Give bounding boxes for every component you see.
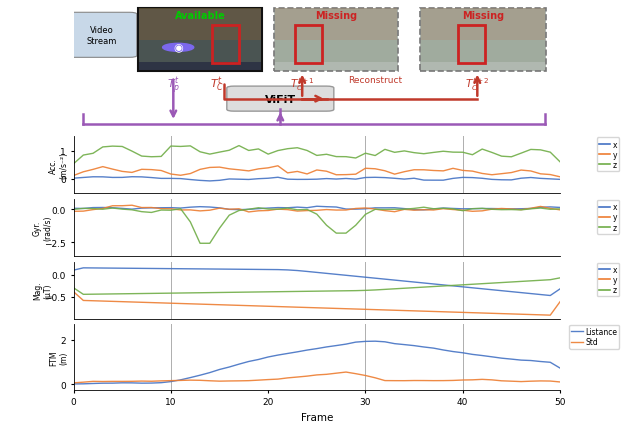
Legend: Listance, Std: Listance, Std — [569, 325, 620, 349]
Text: Reconstruct: Reconstruct — [348, 76, 402, 85]
Bar — [140, 63, 261, 71]
FancyBboxPatch shape — [67, 13, 137, 58]
Text: $T_C^{t+2}$: $T_C^{t+2}$ — [465, 76, 490, 92]
Bar — [140, 9, 261, 41]
Std — [216, 379, 223, 384]
Bar — [458, 26, 484, 64]
Y-axis label: Gyr.
(rad/s): Gyr. (rad/s) — [33, 215, 52, 241]
Listance — [216, 367, 223, 372]
Circle shape — [163, 44, 194, 52]
Y-axis label: Acc.
(m/s⁻²): Acc. (m/s⁻²) — [49, 152, 68, 179]
Listance — [177, 377, 184, 383]
Bar — [275, 9, 397, 41]
Listance — [70, 381, 77, 386]
Text: Missing: Missing — [462, 12, 504, 21]
Legend: x, y, z: x, y, z — [596, 138, 620, 172]
Listance — [401, 342, 408, 347]
Std — [556, 380, 564, 385]
Legend: x, y, z: x, y, z — [596, 201, 620, 234]
Text: Video
Stream: Video Stream — [86, 26, 116, 46]
Std — [342, 370, 350, 375]
Text: $T_C^t$: $T_C^t$ — [210, 76, 224, 94]
Std — [547, 379, 554, 384]
Legend: x, y, z: x, y, z — [596, 263, 620, 297]
Std — [70, 380, 77, 386]
Bar — [140, 41, 261, 63]
Std — [225, 379, 233, 384]
Bar — [275, 41, 397, 63]
FancyBboxPatch shape — [138, 9, 262, 72]
Line: Listance: Listance — [74, 341, 560, 384]
Text: ◉: ◉ — [173, 43, 183, 53]
Text: $T_C^{t+1}$: $T_C^{t+1}$ — [290, 76, 315, 92]
Y-axis label: Mag.
(μT): Mag. (μT) — [33, 281, 52, 299]
FancyBboxPatch shape — [275, 9, 398, 72]
X-axis label: Frame: Frame — [301, 412, 333, 422]
Text: Available: Available — [175, 12, 225, 21]
Std — [401, 378, 408, 383]
Std — [177, 378, 184, 383]
Listance — [556, 366, 564, 371]
FancyBboxPatch shape — [227, 87, 334, 112]
Listance — [371, 339, 379, 344]
Text: ViFiT: ViFiT — [265, 95, 296, 104]
Bar — [421, 41, 545, 63]
Line: Std: Std — [74, 372, 560, 383]
Listance — [547, 360, 554, 365]
Bar — [421, 9, 545, 41]
Text: Missing: Missing — [315, 12, 357, 21]
Std — [429, 378, 437, 383]
Bar — [212, 26, 239, 64]
Bar — [295, 26, 322, 64]
Y-axis label: FTM
(m): FTM (m) — [49, 349, 68, 365]
Listance — [225, 365, 233, 370]
Listance — [429, 346, 437, 351]
FancyBboxPatch shape — [420, 9, 547, 72]
Text: $T_p^t$: $T_p^t$ — [166, 76, 180, 97]
